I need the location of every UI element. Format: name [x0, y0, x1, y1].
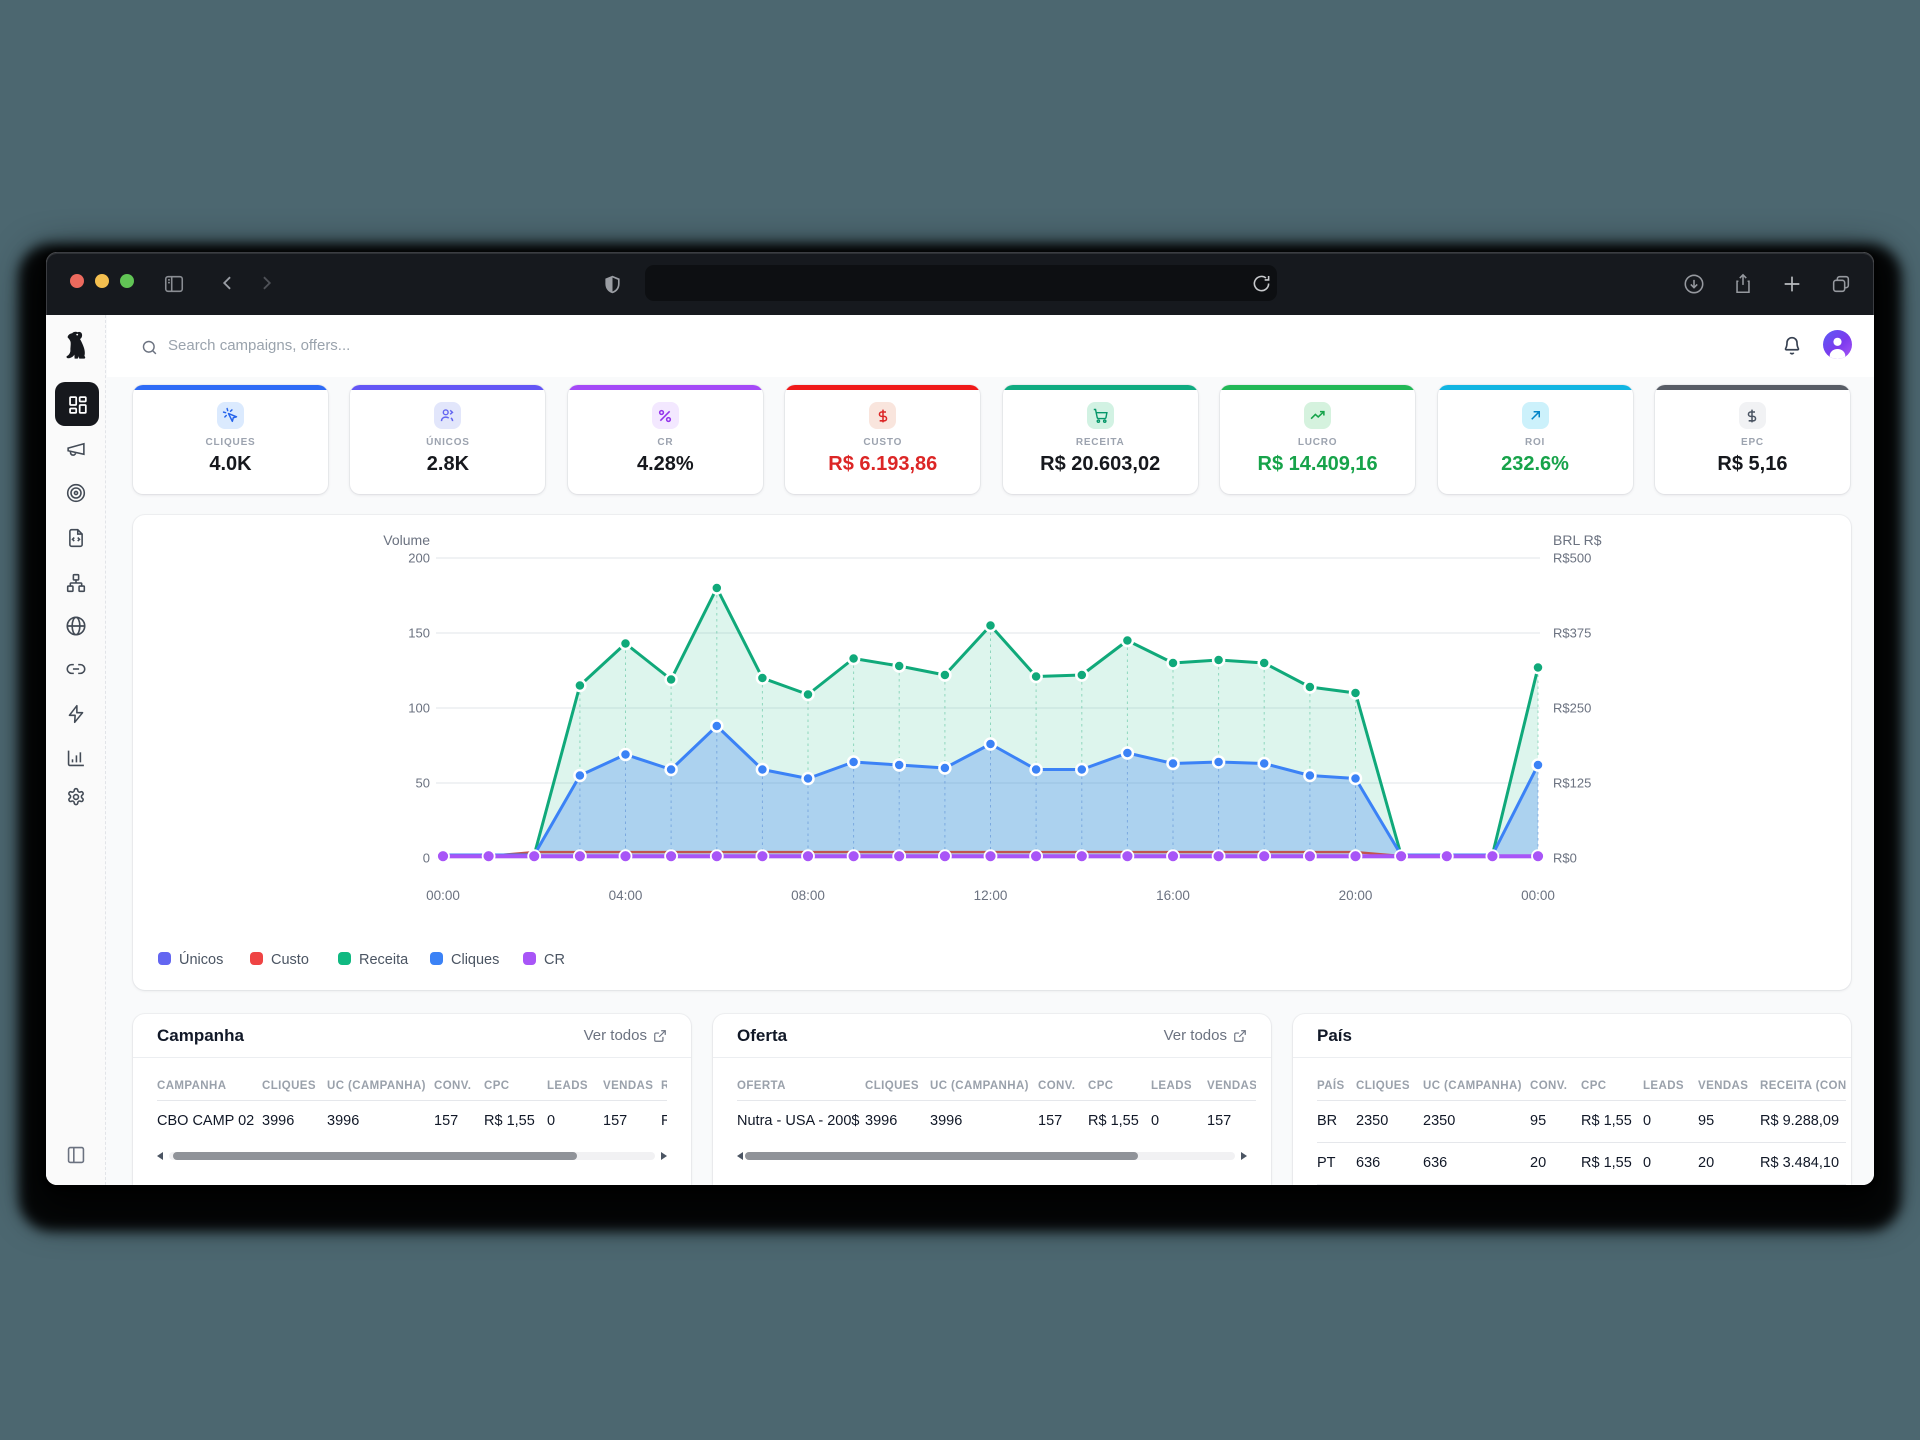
- svg-text:Volume: Volume: [383, 532, 430, 548]
- svg-text:Custo: Custo: [271, 952, 309, 968]
- svg-text:0: 0: [423, 851, 430, 866]
- svg-text:CR: CR: [544, 952, 565, 968]
- svg-text:100: 100: [408, 701, 430, 716]
- svg-text:200: 200: [408, 551, 430, 566]
- svg-text:12:00: 12:00: [974, 888, 1008, 903]
- svg-text:00:00: 00:00: [426, 888, 460, 903]
- svg-text:R$375: R$375: [1553, 626, 1591, 641]
- svg-text:R$0: R$0: [1553, 851, 1577, 866]
- svg-text:00:00: 00:00: [1521, 888, 1555, 903]
- svg-text:Únicos: Únicos: [179, 951, 223, 968]
- svg-text:20:00: 20:00: [1339, 888, 1373, 903]
- svg-text:16:00: 16:00: [1156, 888, 1190, 903]
- svg-text:R$125: R$125: [1553, 776, 1591, 791]
- svg-text:R$250: R$250: [1553, 701, 1591, 716]
- svg-text:BRL R$: BRL R$: [1553, 532, 1602, 548]
- svg-text:04:00: 04:00: [609, 888, 643, 903]
- svg-text:150: 150: [408, 626, 430, 641]
- svg-text:R$500: R$500: [1553, 551, 1591, 566]
- svg-text:Cliques: Cliques: [451, 952, 499, 968]
- svg-text:Receita: Receita: [359, 952, 409, 968]
- svg-text:08:00: 08:00: [791, 888, 825, 903]
- svg-text:50: 50: [416, 776, 430, 791]
